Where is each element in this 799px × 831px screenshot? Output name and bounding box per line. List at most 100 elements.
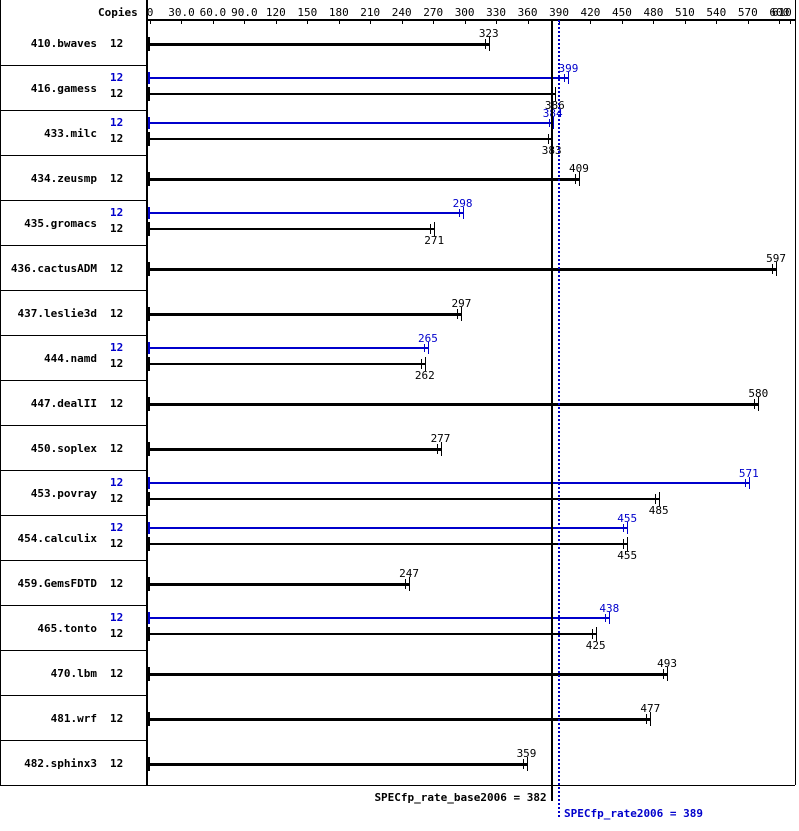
peak-bar (150, 527, 627, 529)
base-bar-extra-tick (457, 309, 458, 319)
copies-base: 12 (110, 262, 123, 275)
axis-tick-label: 480 (643, 6, 663, 19)
peak-bar-extra-tick (424, 344, 425, 352)
base-value-label: 277 (431, 432, 451, 445)
base-value-label: 455 (617, 549, 637, 562)
base-bar-start-tick (148, 577, 150, 591)
reference-line-peak (558, 20, 560, 817)
row-divider (0, 380, 146, 381)
base-bar-start-tick (148, 172, 150, 186)
base-value-label: 485 (649, 504, 669, 517)
row-divider (0, 560, 146, 561)
benchmark-label: 453.povray (31, 487, 97, 500)
base-value-label: 477 (640, 702, 660, 715)
peak-bar-start-tick (148, 117, 150, 129)
base-bar-extra-tick (405, 579, 406, 589)
axis-tick-label: 270 (423, 6, 443, 19)
peak-bar (150, 77, 568, 79)
copies-peak: 12 (110, 116, 123, 129)
copies-base: 12 (110, 712, 123, 725)
reference-label-base: SPECfp_rate_base2006 = 382 (351, 791, 547, 804)
base-bar-start-tick (148, 667, 150, 681)
base-value-label: 297 (452, 297, 472, 310)
benchmark-label: 436.cactusADM (11, 262, 97, 275)
peak-bar-start-tick (148, 477, 150, 489)
axis-tick-mark (433, 19, 434, 24)
base-bar-extra-tick (437, 444, 438, 454)
benchmark-label: 465.tonto (37, 622, 97, 635)
base-bar (150, 448, 441, 451)
copies-base: 12 (110, 627, 123, 640)
copies-header: Copies (98, 6, 138, 19)
peak-bar-extra-tick (623, 524, 624, 532)
peak-bar-start-tick (148, 342, 150, 354)
axis-tick-label: 180 (329, 6, 349, 19)
base-value-label: 247 (399, 567, 419, 580)
base-bar (150, 363, 425, 365)
peak-bar (150, 122, 553, 124)
base-bar-extra-tick (421, 359, 422, 369)
copies-base: 12 (110, 442, 123, 455)
copies-base: 12 (110, 357, 123, 370)
axis-tick-label: 610 (772, 6, 792, 19)
peak-bar-extra-tick (605, 614, 606, 622)
base-bar-extra-tick (485, 39, 486, 49)
base-bar (150, 633, 596, 635)
copies-base: 12 (110, 397, 123, 410)
row-divider (0, 650, 146, 651)
peak-value-label: 571 (739, 467, 759, 480)
axis-tick-label: 540 (706, 6, 726, 19)
peak-bar-start-tick (148, 72, 150, 84)
benchmark-label: 470.lbm (51, 667, 97, 680)
base-bar-start-tick (148, 492, 150, 506)
copies-base: 12 (110, 307, 123, 320)
axis-tick-mark (276, 19, 277, 24)
peak-bar-start-tick (148, 612, 150, 624)
axis-tick-mark (779, 19, 780, 24)
copies-peak: 12 (110, 71, 123, 84)
base-bar-start-tick (148, 132, 150, 146)
base-bar (150, 228, 434, 230)
base-bar-start-tick (148, 537, 150, 551)
peak-value-label: 455 (617, 512, 637, 525)
base-bar (150, 403, 758, 406)
copies-base: 12 (110, 537, 123, 550)
row-divider (0, 470, 146, 471)
base-value-label: 597 (766, 252, 786, 265)
axis-tick-mark (622, 19, 623, 24)
base-value-label: 580 (748, 387, 768, 400)
base-bar (150, 313, 461, 316)
base-bar (150, 498, 659, 500)
row-divider (0, 740, 146, 741)
peak-value-label: 298 (453, 197, 473, 210)
spec-rate-chart: Copies 030.060.090.012015018021024027030… (0, 0, 799, 831)
base-value-label: 359 (517, 747, 537, 760)
benchmark-label: 447.dealII (31, 397, 97, 410)
axis-tick-label: 390 (549, 6, 569, 19)
base-value-label: 409 (569, 162, 589, 175)
axis-tick-label: 30.0 (168, 6, 195, 19)
axis-tick-label: 120 (266, 6, 286, 19)
base-bar (150, 138, 552, 140)
copies-peak: 12 (110, 611, 123, 624)
base-bar-start-tick (148, 397, 150, 411)
axis-tick-label: 210 (360, 6, 380, 19)
copies-base: 12 (110, 172, 123, 185)
base-bar-extra-tick (592, 629, 593, 639)
base-bar-start-tick (148, 757, 150, 771)
base-bar-start-tick (148, 262, 150, 276)
axis-tick-label: 300 (455, 6, 475, 19)
axis-tick-mark (307, 19, 308, 24)
axis-tick-label: 360 (518, 6, 538, 19)
base-bar-extra-tick (655, 494, 656, 504)
peak-value-label: 265 (418, 332, 438, 345)
base-bar (150, 543, 627, 545)
row-divider (0, 425, 146, 426)
row-divider (0, 605, 146, 606)
row-divider (0, 335, 146, 336)
row-divider-bottom (0, 785, 795, 786)
axis-tick-label: 240 (392, 6, 412, 19)
benchmark-label: 454.calculix (18, 532, 97, 545)
benchmark-label: 450.soplex (31, 442, 97, 455)
peak-bar (150, 482, 749, 484)
